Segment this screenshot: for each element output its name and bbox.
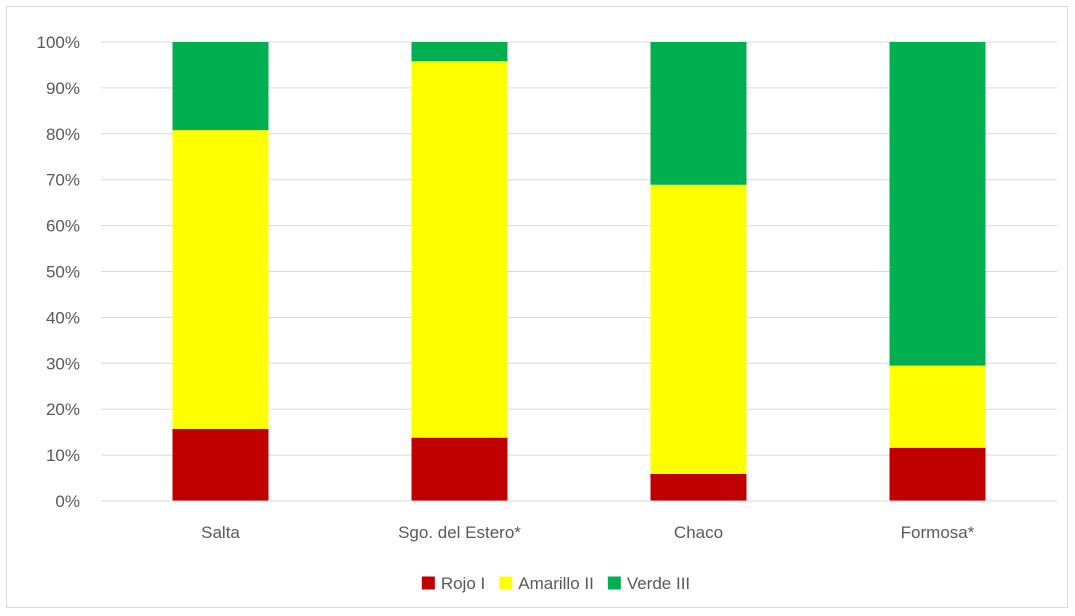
bar-segment: [411, 437, 508, 501]
legend-swatch: [499, 576, 513, 590]
y-tick-label: 40%: [46, 308, 80, 327]
legend-swatch: [421, 576, 435, 590]
y-tick-label: 70%: [46, 171, 80, 190]
x-category-label: Sgo. del Estero*: [398, 523, 521, 542]
x-category-label: Chaco: [674, 523, 723, 542]
x-category-label: Salta: [201, 523, 240, 542]
bar-segment: [889, 365, 986, 448]
bar-segment: [172, 130, 269, 429]
bar-segment: [172, 42, 269, 131]
bar-segment: [411, 61, 508, 438]
y-tick-label: 80%: [46, 125, 80, 144]
y-axis-tick-labels: 0% 10% 20% 30% 40% 50% 60% 70% 80% 90% 100%: [37, 33, 80, 511]
y-tick-label: 60%: [46, 217, 80, 236]
legend-swatch: [607, 576, 621, 590]
legend-label: Amarillo II: [518, 574, 594, 593]
bar-segment: [411, 42, 508, 62]
bars: [172, 42, 986, 501]
legend: Rojo I Amarillo II Verde III: [421, 574, 690, 593]
y-tick-label: 100%: [37, 33, 80, 52]
y-tick-label: 10%: [46, 446, 80, 465]
bar-segment: [650, 42, 747, 185]
y-tick-label: 30%: [46, 354, 80, 373]
bar-segment: [172, 428, 269, 501]
bar-segment: [650, 184, 747, 474]
bar-segment: [650, 473, 747, 501]
bar-segment: [889, 447, 986, 501]
y-tick-label: 20%: [46, 400, 80, 419]
y-tick-label: 90%: [46, 79, 80, 98]
x-axis-category-labels: Salta Sgo. del Estero* Chaco Formosa*: [201, 523, 975, 542]
y-tick-label: 50%: [46, 263, 80, 282]
x-category-label: Formosa*: [901, 523, 975, 542]
legend-label: Rojo I: [441, 574, 485, 593]
legend-label: Verde III: [627, 574, 690, 593]
bar-segment: [889, 42, 986, 366]
y-tick-label: 0%: [55, 492, 80, 511]
